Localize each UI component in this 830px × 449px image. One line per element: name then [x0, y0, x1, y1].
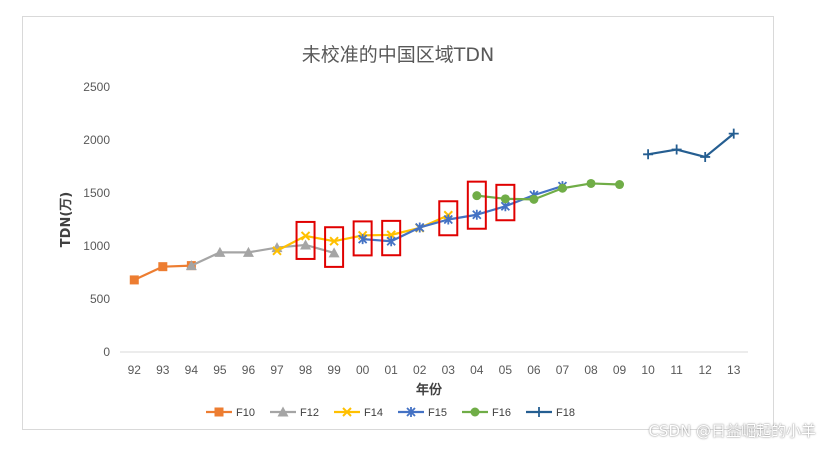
- data-point: [129, 275, 139, 285]
- legend-item-f18: F18: [526, 407, 575, 419]
- legend-label: F10: [236, 407, 255, 419]
- x-tick-label: 06: [527, 363, 541, 377]
- data-point: [342, 407, 352, 417]
- y-tick-label: 1500: [83, 186, 110, 200]
- data-point: [728, 128, 739, 139]
- x-tick-label: 05: [499, 363, 513, 377]
- x-tick-label: 95: [213, 363, 227, 377]
- chart-title: 未校准的中国区域TDN: [302, 44, 494, 66]
- data-point: [472, 209, 482, 220]
- data-point: [472, 191, 482, 201]
- x-tick-label: 01: [385, 363, 399, 377]
- legend-label: F12: [300, 407, 319, 419]
- data-point: [406, 407, 416, 417]
- x-tick-label: 09: [613, 363, 627, 377]
- x-tick-label: 99: [327, 363, 341, 377]
- legend-label: F15: [428, 407, 447, 419]
- data-point: [242, 246, 254, 257]
- highlight-box: [438, 200, 459, 237]
- data-point: [300, 231, 311, 241]
- series-f14: [272, 210, 453, 256]
- x-tick-label: 98: [299, 363, 313, 377]
- data-point: [214, 246, 226, 257]
- data-point: [671, 144, 682, 155]
- series-line-f12: [190, 243, 335, 267]
- data-point: [534, 407, 544, 417]
- x-tick-label: 11: [670, 363, 683, 377]
- x-tick-label: 12: [699, 363, 713, 377]
- legend-item-f14: F14: [334, 407, 383, 419]
- data-point: [277, 406, 289, 417]
- series-f16: [472, 178, 625, 204]
- x-tick-label: 10: [641, 363, 655, 377]
- x-tick-label: 04: [470, 363, 484, 377]
- data-point: [328, 247, 340, 258]
- x-tick-label: 13: [727, 363, 741, 377]
- y-tick-label: 2500: [83, 80, 110, 94]
- data-point: [500, 194, 510, 204]
- y-tick-label: 2000: [83, 133, 110, 147]
- watermark: CSDN @日益崛起的小羊: [648, 422, 816, 440]
- data-point: [415, 222, 425, 233]
- y-tick-label: 1000: [83, 239, 110, 253]
- highlight-box: [324, 226, 345, 268]
- x-tick-label: 97: [270, 363, 284, 377]
- data-point: [700, 151, 711, 162]
- series-f10: [129, 261, 196, 285]
- legend-item-f15: F15: [398, 407, 447, 419]
- series-line-f18: [647, 132, 735, 159]
- x-axis-title: 年份: [416, 382, 443, 398]
- legend-item-f10: F10: [206, 407, 255, 419]
- series-f18: [643, 128, 739, 162]
- x-tick-label: 93: [156, 363, 170, 377]
- data-point: [443, 214, 453, 225]
- x-tick-label: 02: [413, 363, 427, 377]
- highlight-box: [495, 183, 516, 222]
- data-point: [615, 180, 625, 190]
- data-point: [214, 407, 224, 417]
- legend-label: F14: [364, 407, 383, 419]
- data-point: [329, 236, 339, 246]
- series-line-f16: [476, 182, 620, 201]
- highlight-box: [466, 180, 487, 230]
- x-tick-label: 08: [584, 363, 598, 377]
- x-tick-label: 96: [242, 363, 256, 377]
- data-point: [357, 234, 368, 245]
- x-axis-ticks: 92 93 94 95 96 97 98 99 00 01 02 03 04 05 06 07 08 09 10 11…: [128, 363, 741, 377]
- y-tick-label: 0: [103, 345, 110, 359]
- series-line-f15: [362, 185, 563, 243]
- chart-frame: 未校准的中国区域TDN 0 500 1000 1500 2000 2500 92 93 94 9…: [22, 16, 774, 430]
- highlight-boxes: [295, 180, 516, 268]
- x-tick-label: 07: [556, 363, 570, 377]
- data-point: [386, 236, 396, 247]
- series-f12: [185, 239, 340, 271]
- y-axis-title: TDN(万): [59, 192, 74, 247]
- data-point: [300, 239, 312, 250]
- data-point: [272, 246, 282, 256]
- series-layer: [129, 128, 739, 285]
- data-point: [643, 149, 654, 160]
- data-point: [586, 178, 596, 188]
- highlight-box: [295, 220, 316, 260]
- legend-item-f16: F16: [462, 407, 511, 419]
- legend: F10 F12 F14 F15 F16 F18: [206, 406, 575, 419]
- data-point: [557, 183, 567, 193]
- legend-label: F18: [556, 407, 575, 419]
- y-axis-ticks: 0 500 1000 1500 2000 2500: [83, 80, 110, 359]
- x-tick-label: 94: [185, 363, 199, 377]
- x-tick-label: 03: [442, 363, 456, 377]
- data-point: [185, 260, 197, 271]
- legend-label: F16: [492, 407, 511, 419]
- highlight-box: [381, 219, 402, 257]
- legend-item-f12: F12: [270, 406, 319, 419]
- x-tick-label: 00: [356, 363, 370, 377]
- highlight-box: [352, 220, 373, 257]
- y-tick-label: 500: [90, 292, 110, 306]
- data-point: [529, 194, 539, 204]
- data-point: [158, 262, 168, 272]
- data-point: [470, 407, 480, 417]
- x-tick-label: 92: [128, 363, 142, 377]
